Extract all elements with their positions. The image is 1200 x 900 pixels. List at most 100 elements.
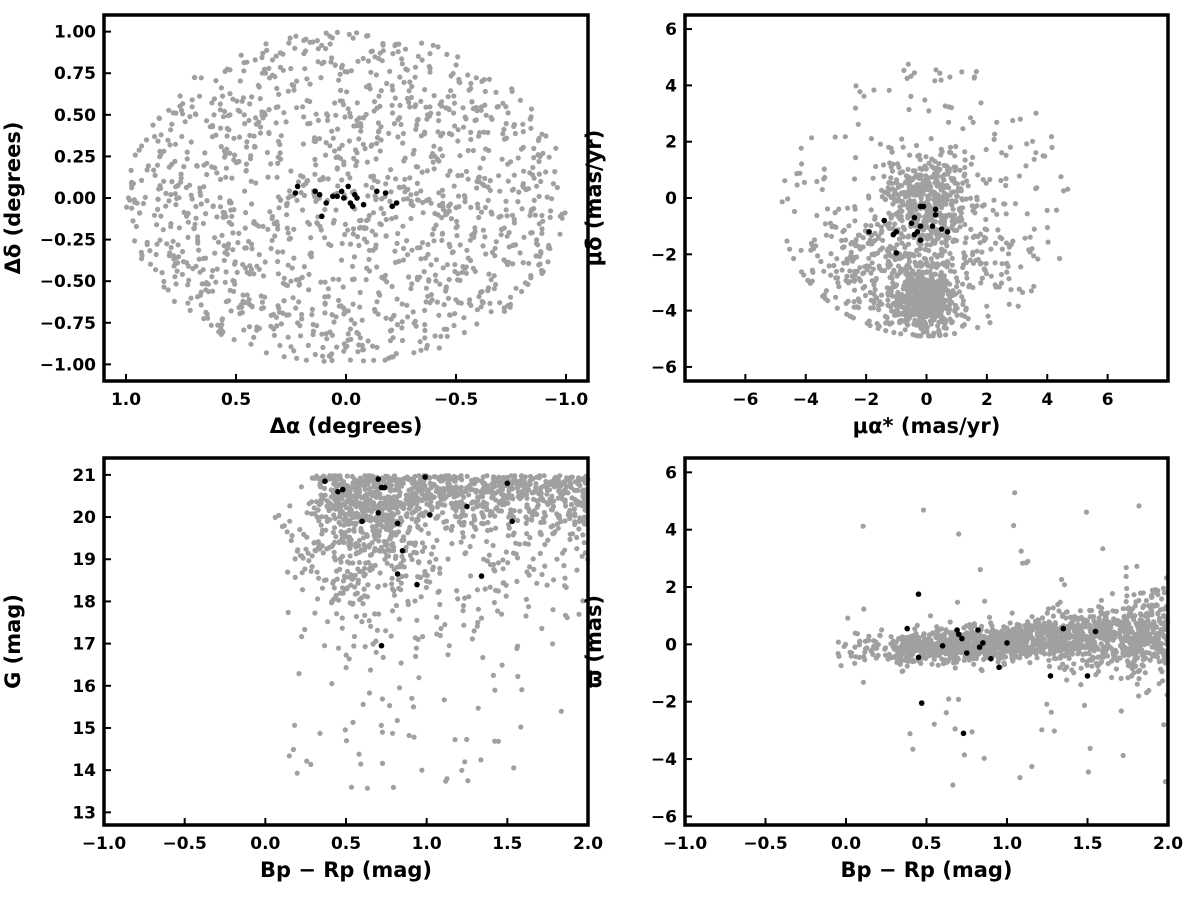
field-star-point [360,115,366,121]
field-star-point [386,130,392,136]
field-star-point [983,146,989,153]
field-star-point [406,732,412,739]
field-star-point [281,523,287,529]
field-star-point [413,126,419,132]
field-star-point [248,341,254,347]
field-star-point [798,247,804,253]
field-star-point [478,289,484,295]
field-star-point [551,484,558,490]
field-star-point [287,518,293,524]
field-star-point [1003,211,1009,217]
field-star-point [495,738,501,744]
field-star-point [354,150,360,156]
field-star-point [262,259,268,265]
field-star-point [493,281,499,288]
field-star-point [268,161,274,167]
field-star-point [945,171,951,177]
field-star-point [926,302,932,308]
field-star-point [513,285,519,291]
field-star-point [336,276,342,283]
field-star-point [915,277,921,283]
field-star-point [970,260,977,266]
field-star-point [939,240,945,246]
field-star-point [320,353,326,359]
field-star-point [928,216,934,223]
field-star-point [325,113,331,119]
field-star-point [330,597,336,603]
member-star-point [330,193,336,200]
field-star-point [897,170,903,176]
field-star-point [945,310,952,316]
field-star-point [905,307,911,314]
field-star-point [389,83,395,89]
field-star-point [327,143,333,149]
field-star-point [234,269,240,275]
field-star-point [390,51,396,57]
x-tick-label: 0 [921,390,933,410]
field-star-point [151,212,158,218]
field-star-point [470,106,476,112]
field-star-point [931,171,937,177]
field-star-point [428,154,434,160]
field-star-point [965,316,971,322]
field-star-point [912,168,918,174]
field-star-point [454,218,460,224]
field-star-point [564,483,570,490]
field-star-point [506,244,512,250]
field-star-point [974,203,980,209]
field-star-point [879,194,885,200]
field-star-point [483,146,489,152]
field-star-point [452,737,458,743]
x-tick-label: −0.5 [434,390,478,410]
field-star-point [327,41,333,47]
field-star-point [954,193,960,199]
field-star-point [851,287,858,293]
field-star-point [947,250,953,257]
field-star-point [960,126,966,132]
field-star-point [273,104,279,110]
member-star-point [393,200,400,206]
field-star-point [344,568,351,575]
field-star-point [906,259,913,265]
field-star-point [875,233,882,240]
field-star-point [389,283,395,290]
field-star-point [151,167,157,173]
field-star-point [463,116,469,122]
member-star-point [866,229,872,235]
field-star-point [372,193,378,199]
field-star-point [374,264,380,270]
field-star-point [539,267,545,273]
field-star-point [918,262,924,268]
field-star-point [415,116,421,123]
field-star-point [347,175,353,181]
field-star-point [479,298,485,305]
field-star-point [400,130,406,137]
field-star-point [981,234,988,240]
field-star-point [174,268,180,274]
field-star-point [389,575,395,582]
field-star-point [398,479,405,485]
field-star-point [881,173,887,179]
field-star-point [949,255,955,261]
field-star-point [525,506,532,512]
field-star-point [329,55,335,61]
field-star-point [338,559,344,565]
field-star-point [469,99,475,105]
field-star-point [342,69,348,75]
field-star-point [169,179,175,185]
field-star-point [987,320,993,326]
field-star-point [194,294,201,300]
field-star-point [452,262,458,268]
field-star-point [539,625,545,632]
field-star-point [289,533,295,539]
tick-labels: 1.0 0.5 0.0 −0.5 −1.01.000.750.500.250.00−0.… [40,23,589,410]
field-star-point [534,237,540,243]
field-star-point [166,198,172,204]
field-star-point [412,74,418,80]
field-star-point [539,226,545,232]
y-tick-label: −4 [651,302,677,322]
field-star-point [445,652,451,658]
field-star-point [383,628,389,634]
field-star-point [350,600,356,606]
field-star-point [411,734,417,740]
